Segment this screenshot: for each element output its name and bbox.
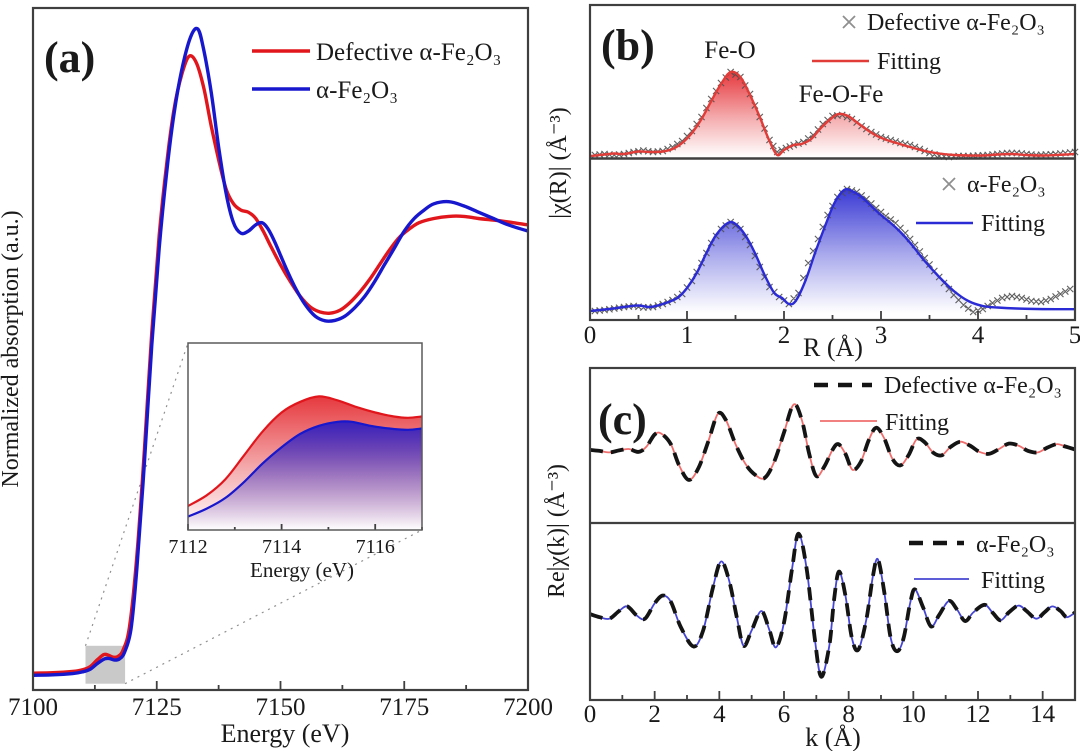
panel-b-ylabel: |χ(R)| (Å⁻³) bbox=[546, 107, 572, 218]
tick-label: 2 bbox=[778, 322, 791, 349]
panel-c-letter: (c) bbox=[598, 395, 647, 444]
legend-label-fitting: Fitting bbox=[877, 49, 941, 75]
exafs-k-fitting-defective bbox=[589, 403, 1076, 481]
zoom-connector-line bbox=[84, 342, 189, 646]
exafs-r-fitting-pristine bbox=[589, 187, 1075, 313]
tick-label: 7150 bbox=[256, 694, 306, 721]
panel-a-legend: Defective α-Fe₂O₃ α-Fe₂O₃ bbox=[252, 39, 501, 104]
panel-c-bottom-legend: α-Fe₂O₃ Fitting bbox=[909, 532, 1055, 594]
tick-label: 7114 bbox=[262, 536, 301, 558]
legend-label-pristine-data: α-Fe₂O₃ bbox=[967, 172, 1046, 198]
inset-area-pristine bbox=[188, 421, 422, 530]
tick-label: 7125 bbox=[132, 694, 182, 721]
legend-label-fitting: Fitting bbox=[885, 410, 949, 436]
legend-label-pristine: α-Fe₂O₃ bbox=[316, 77, 398, 104]
exafs-r-area-pristine bbox=[590, 189, 1075, 313]
panel-a-plot: 7100 7125 7150 7175 7200 7112 7114 7116 bbox=[8, 6, 553, 721]
tick-label: 7112 bbox=[168, 536, 207, 558]
exafs-r-area-defective bbox=[590, 71, 1075, 157]
inset-curve-defective bbox=[187, 395, 423, 507]
panel-c-xlabel: k (Å) bbox=[805, 723, 861, 751]
tick-label: 0 bbox=[584, 322, 597, 349]
x-marker-icon bbox=[842, 15, 856, 29]
legend-label-defective-data: Defective α-Fe₂O₃ bbox=[867, 10, 1045, 36]
annotation-fe-o-fe: Fe-O-Fe bbox=[799, 81, 884, 108]
panel-c-top-legend: Defective α-Fe₂O₃ Fitting bbox=[814, 373, 1062, 436]
tick-label: 2 bbox=[648, 701, 661, 728]
annotation-fe-o: Fe-O bbox=[704, 37, 755, 64]
tick-label: 4 bbox=[713, 701, 726, 728]
tick-label: 7200 bbox=[503, 694, 553, 721]
tick-label: 7100 bbox=[8, 694, 58, 721]
inset-frame bbox=[187, 342, 423, 531]
inset-xlabel: Energy (eV) bbox=[250, 558, 354, 582]
panel-b-top-legend: Defective α-Fe₂O₃ Fitting bbox=[812, 10, 1045, 75]
legend-label-defective: Defective α-Fe₂O₃ bbox=[316, 39, 501, 66]
tick-label: 0 bbox=[584, 701, 597, 728]
tick-label: 3 bbox=[875, 322, 888, 349]
tick-label: 12 bbox=[966, 701, 991, 728]
panel-c-frame bbox=[588, 366, 1077, 702]
xanes-curve-pristine bbox=[32, 26, 529, 677]
tick-label: 5 bbox=[1069, 322, 1080, 349]
panel-b-plot: 0 1 2 3 4 5 bbox=[584, 3, 1080, 349]
tick-label: 10 bbox=[901, 701, 926, 728]
tick-label: 7175 bbox=[379, 694, 429, 721]
panel-c-plot: 0 2 4 6 8 10 12 14 bbox=[584, 366, 1077, 728]
panel-c-ylabel: Re|χ(k)| (Å⁻³) bbox=[544, 464, 570, 598]
inset-curve-pristine bbox=[187, 420, 423, 518]
exafs-r-fitting-defective bbox=[589, 70, 1076, 158]
panel-a-ylabel: Normalized absorption (a.u.) bbox=[0, 210, 24, 487]
tick-label: 8 bbox=[842, 701, 855, 728]
legend-label-fitting: Fitting bbox=[981, 568, 1045, 594]
tick-label: 1 bbox=[681, 322, 694, 349]
panel-b-xlabel: R (Å) bbox=[803, 333, 863, 362]
tick-label: 6 bbox=[778, 701, 791, 728]
legend-label-fitting: Fitting bbox=[981, 211, 1045, 237]
legend-label-pristine-data: α-Fe₂O₃ bbox=[976, 532, 1055, 558]
tick-label: 7116 bbox=[356, 536, 395, 558]
exafs-k-data-pristine bbox=[589, 531, 1077, 679]
panel-b-bottom-legend: α-Fe₂O₃ Fitting bbox=[916, 172, 1046, 237]
panel-b-letter: (b) bbox=[601, 21, 655, 70]
panel-b-frame bbox=[588, 3, 1077, 322]
x-marker-icon bbox=[942, 177, 956, 191]
panel-a-frame bbox=[31, 6, 530, 692]
legend-label-defective-data: Defective α-Fe₂O₃ bbox=[884, 373, 1062, 399]
panel-a-letter: (a) bbox=[44, 33, 95, 82]
tick-label: 4 bbox=[972, 322, 985, 349]
panel-a-xlabel: Energy (eV) bbox=[221, 719, 350, 748]
exafs-k-data-defective bbox=[589, 402, 1076, 482]
tick-label: 14 bbox=[1030, 701, 1056, 728]
